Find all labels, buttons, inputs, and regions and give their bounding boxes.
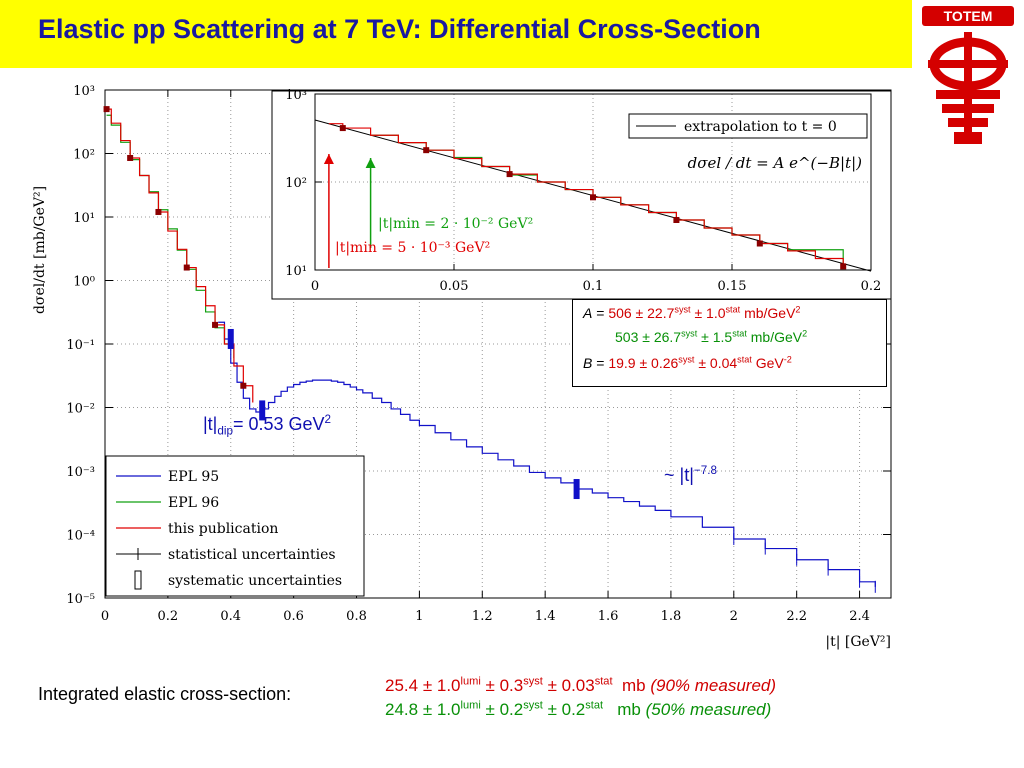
inset-x-tick-label: 0 <box>311 279 319 294</box>
x-tick-label: 2.4 <box>849 609 870 624</box>
data-point <box>183 264 190 271</box>
inset-data-point <box>840 263 847 270</box>
inset-data-point <box>756 240 763 247</box>
inset-y-tick-label: 10³ <box>285 88 307 103</box>
integrated-line-1: 25.4 ± 1.0lumi ± 0.3syst ± 0.03stat mb (… <box>385 675 777 695</box>
x-axis-label: |t| [GeV²] <box>825 634 891 650</box>
legend-entry: this publication <box>168 521 278 537</box>
x-tick-label: 0.8 <box>346 609 367 624</box>
inset-arrow-label: |t|min = 2 · 10⁻² GeV² <box>378 216 533 232</box>
legend-entry: EPL 95 <box>168 469 219 485</box>
y-tick-label: 10³ <box>73 84 95 99</box>
inset-x-tick-label: 0.2 <box>861 279 882 294</box>
inset-data-point <box>423 147 430 154</box>
slope-annotation: ~ |t|−7.8 <box>664 464 717 485</box>
inset-data-point <box>339 125 346 132</box>
x-tick-label: 1 <box>415 609 423 624</box>
inset-data-point <box>673 216 680 223</box>
y-axis-label: dσel/dt [mb/GeV²] <box>32 186 48 314</box>
param-A1: A = 506 ± 22.7syst ± 1.0stat mb/GeV2 <box>583 304 801 321</box>
inset-x-tick-label: 0.1 <box>583 279 604 294</box>
inset-y-tick-label: 10² <box>285 176 307 191</box>
y-tick-label: 10⁻⁴ <box>66 529 95 544</box>
y-tick-label: 10⁻⁵ <box>66 592 95 607</box>
inset-arrowhead <box>365 158 376 168</box>
param-B: B = 19.9 ± 0.26syst ± 0.04stat GeV-2 <box>583 354 792 371</box>
param-A2: 503 ± 26.7syst ± 1.5stat mb/GeV2 <box>615 328 808 345</box>
title-bar: Elastic pp Scattering at 7 TeV: Differen… <box>0 0 912 68</box>
legend-entry: EPL 96 <box>168 495 219 511</box>
totem-logo: TOTEM <box>922 6 1014 144</box>
integrated-label: Integrated elastic cross-section: <box>38 684 292 704</box>
integrated-line-2: 24.8 ± 1.0lumi ± 0.2syst ± 0.2stat mb (5… <box>385 699 772 719</box>
x-tick-label: 1.2 <box>472 609 493 624</box>
inset-arrowhead <box>323 154 334 164</box>
data-point <box>103 106 110 113</box>
data-point <box>212 321 219 328</box>
inset-x-tick-label: 0.15 <box>718 279 747 294</box>
logo-text: TOTEM <box>944 8 993 24</box>
inset-x-tick-label: 0.05 <box>440 279 469 294</box>
main-chart: 0 0.2 0.4 0.6 0.8 1 1.2 1.4 1.6 1.8 2 2.2 2.4 10³ 10² 1… <box>32 84 892 650</box>
x-tick-label: 1.8 <box>661 609 682 624</box>
data-point <box>240 382 247 389</box>
legend-box <box>105 455 365 597</box>
systematic-box <box>259 400 266 421</box>
inset-data-point <box>506 171 513 178</box>
data-point <box>155 208 162 215</box>
inset-formula: dσel / dt = A e^(−B|t|) <box>688 154 862 172</box>
series-epl-95 <box>218 321 876 587</box>
inset-arrow-label: |t|min = 5 · 10⁻³ GeV² <box>335 240 490 256</box>
x-tick-label: 2 <box>730 609 738 624</box>
inset-frame <box>314 93 872 271</box>
x-tick-label: 1.6 <box>598 609 619 624</box>
x-tick-label: 0.4 <box>220 609 241 624</box>
x-tick-label: 0.2 <box>158 609 179 624</box>
fit-parameters-box: A = 506 ± 22.7syst ± 1.0stat mb/GeV2 503… <box>572 299 887 387</box>
inset-legend-entry: extrapolation to t = 0 <box>684 119 837 135</box>
x-tick-label: 0.6 <box>283 609 304 624</box>
inset-data-point <box>590 194 596 201</box>
y-tick-label: 10² <box>73 148 95 163</box>
y-tick-label: 10⁰ <box>73 275 95 290</box>
x-tick-label: 2.2 <box>786 609 807 624</box>
x-tick-label: 1.4 <box>535 609 556 624</box>
y-tick-label: 10⁻³ <box>66 465 95 480</box>
y-tick-label: 10⁻¹ <box>66 338 95 353</box>
systematic-box <box>227 328 234 349</box>
y-tick-label: 10⁻² <box>66 402 95 417</box>
slide-title: Elastic pp Scattering at 7 TeV: Differen… <box>38 14 761 44</box>
tdip-annotation: |t|dip= 0.53 GeV2 <box>203 413 332 438</box>
legend-swatch <box>134 570 142 590</box>
legend-entry: statistical uncertainties <box>168 547 336 563</box>
inset-y-tick-label: 10¹ <box>285 264 307 279</box>
y-tick-label: 10¹ <box>73 211 95 226</box>
systematic-box <box>573 479 580 500</box>
x-tick-label: 0 <box>101 609 109 624</box>
data-point <box>127 154 134 161</box>
legend-entry: systematic uncertainties <box>168 573 342 589</box>
